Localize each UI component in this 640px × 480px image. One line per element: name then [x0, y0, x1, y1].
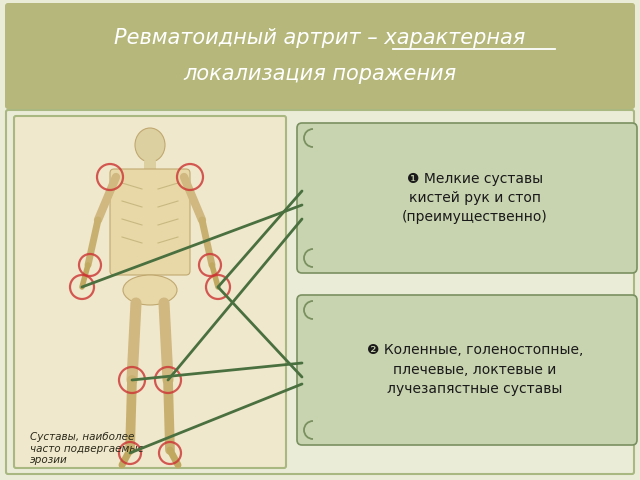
Text: ❶ Мелкие суставы
кистей рук и стоп
(преимущественно): ❶ Мелкие суставы кистей рук и стоп (преи…	[402, 171, 548, 225]
FancyBboxPatch shape	[297, 123, 637, 273]
Ellipse shape	[123, 275, 177, 305]
Text: Суставы, наиболее
часто подвергаемые
эрозии: Суставы, наиболее часто подвергаемые эро…	[30, 432, 144, 465]
Text: Ревматоидный артрит – характерная: Ревматоидный артрит – характерная	[115, 28, 525, 48]
FancyBboxPatch shape	[14, 116, 286, 468]
FancyBboxPatch shape	[6, 110, 634, 474]
Text: ❷ Коленные, голеностопные,
плечевые, локтевые и
лучезапястные суставы: ❷ Коленные, голеностопные, плечевые, лок…	[367, 344, 583, 396]
Ellipse shape	[135, 128, 165, 162]
FancyBboxPatch shape	[5, 3, 635, 109]
FancyBboxPatch shape	[110, 169, 190, 275]
FancyBboxPatch shape	[297, 295, 637, 445]
Text: локализация поражения: локализация поражения	[184, 64, 456, 84]
FancyBboxPatch shape	[144, 160, 156, 176]
